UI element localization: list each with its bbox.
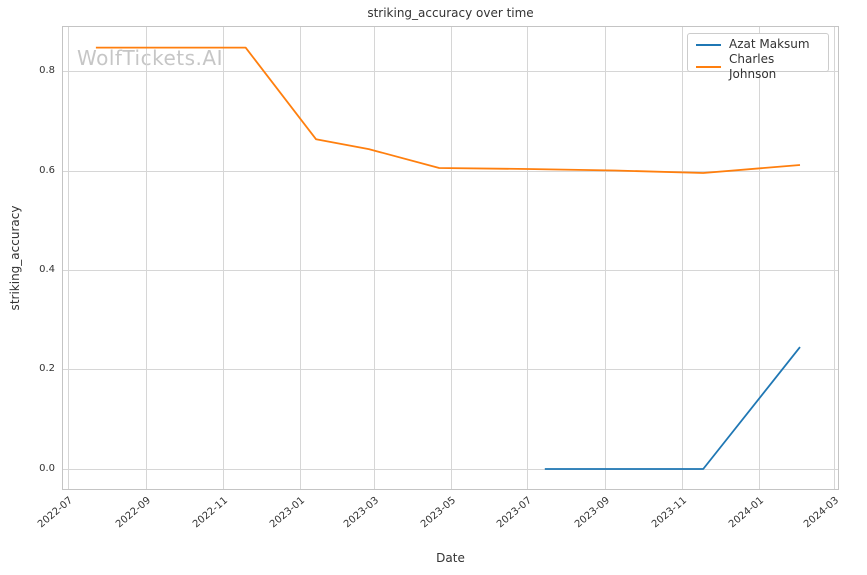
- legend-swatch-charles-johnson: [696, 66, 721, 68]
- y-tick-label-0.4: 0.4: [39, 264, 55, 275]
- series-line-charles-johnson: [95, 46, 801, 174]
- legend-swatch-azat-maksum: [696, 43, 721, 46]
- watermark: WolfTickets.AI: [77, 46, 223, 70]
- legend-item-azat-maksum: Azat Maksum: [696, 37, 820, 52]
- chart-title: striking_accuracy over time: [367, 6, 534, 20]
- y-tick-label-0.2: 0.2: [39, 363, 55, 374]
- y-tick-label-0.0: 0.0: [39, 463, 55, 474]
- grid: [62, 26, 839, 489]
- series-line-azat-maksum: [544, 346, 801, 470]
- y-tick-label-0.8: 0.8: [39, 65, 55, 76]
- axes-frame: [62, 26, 839, 490]
- legend-item-charles-johnson: Charles Johnson: [696, 52, 820, 82]
- legend: Azat Maksum Charles Johnson: [687, 33, 829, 81]
- legend-label-charles-johnson: Charles Johnson: [729, 52, 777, 81]
- y-tick-label-0.6: 0.6: [39, 165, 55, 176]
- x-axis-label: Date: [436, 551, 465, 565]
- legend-label-azat-maksum: Azat Maksum: [729, 37, 810, 51]
